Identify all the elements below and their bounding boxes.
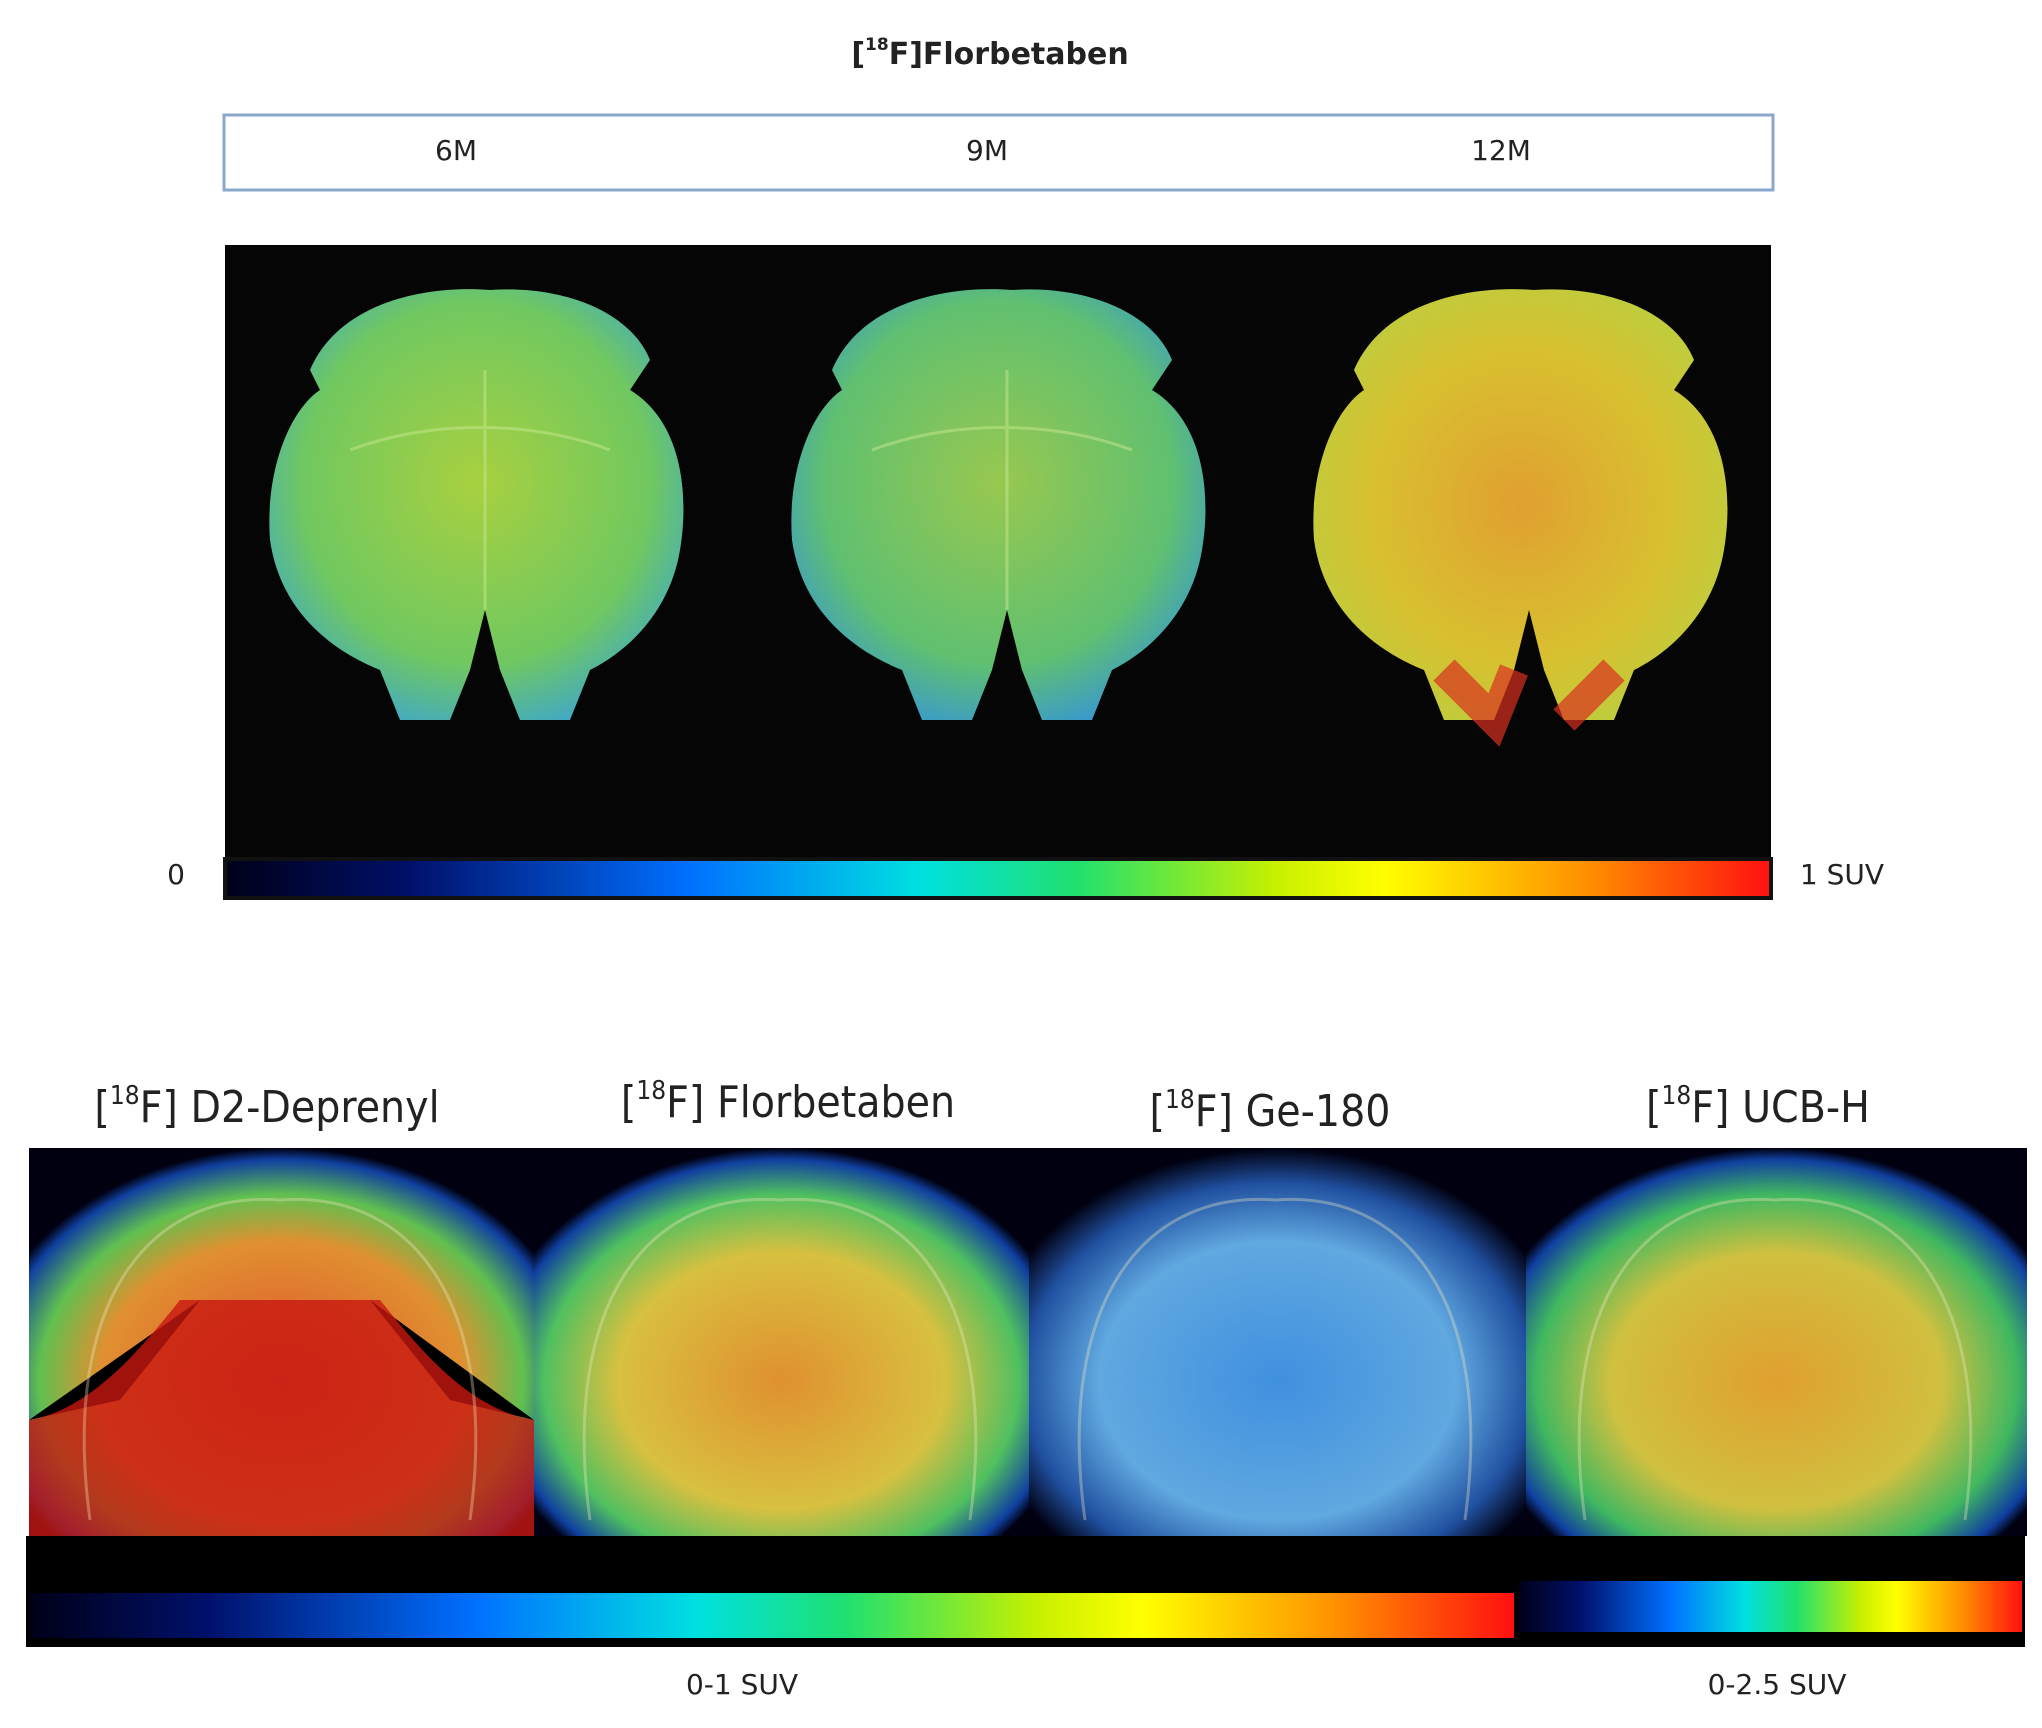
label-part: [ [1646,1082,1661,1133]
title-open: [ [851,37,865,72]
tracer-label: [18F] UCB-H [1646,1081,1870,1134]
label-part: D2-Deprenyl [190,1082,439,1133]
label-part: Florbetaben [717,1077,955,1128]
label-part: [ [621,1077,636,1128]
label-part: Ge-180 [1246,1086,1391,1137]
label-part: 18 [636,1076,666,1106]
tracer-label: [18F] D2-Deprenyl [94,1081,439,1134]
label-part: 18 [1662,1081,1692,1111]
tracer-label: [18F] Florbetaben [621,1076,955,1129]
timepoint: 12M [1471,134,1531,167]
scale-min: 0 [167,858,185,891]
title-sup: 18 [865,35,889,55]
coronal-images [29,1148,2027,1536]
label-part: F] [1195,1086,1233,1137]
colorbar [223,857,1773,900]
scale-label: 0-1 SUV [686,1668,798,1701]
tracer-label: [18F] Ge-180 [1150,1085,1391,1138]
timepoint-box [222,113,1775,192]
brain-image [791,289,1206,720]
colorbar [30,1593,1514,1638]
label-part: F] [666,1077,704,1128]
brain-image [1313,289,1728,747]
timepoint: 9M [966,134,1008,167]
label-part: UCB-H [1742,1082,1870,1133]
scale-max: 1 SUV [1800,858,1884,891]
label-part: 18 [1165,1085,1195,1115]
timepoint: 6M [435,134,477,167]
scale-label: 0-2.5 SUV [1708,1668,1847,1701]
title-rest: F]Florbetaben [889,37,1129,72]
label-part: F] [1691,1082,1729,1133]
label-part: [ [1150,1086,1165,1137]
colorbar [1519,1581,2022,1632]
label-part: 18 [110,1081,140,1111]
panel-title: [18F]Florbetaben [851,35,1128,72]
brain-image [269,289,684,720]
label-part: [ [94,1082,109,1133]
label-part: F] [140,1082,178,1133]
